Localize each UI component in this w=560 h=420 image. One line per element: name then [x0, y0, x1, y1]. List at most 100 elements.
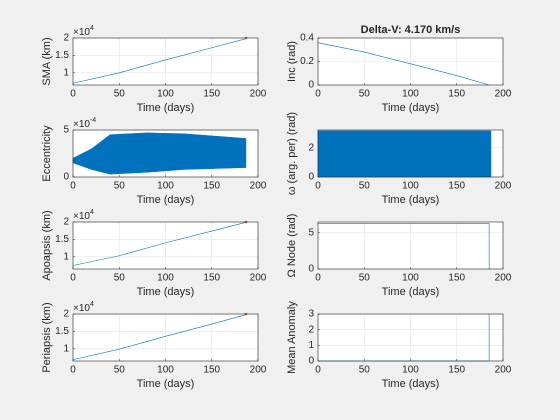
x-tick-label: 0 [315, 181, 321, 192]
subplot: 0 50 100 150 200 1 1.5 2 Time (days) Apoapsis (km… [41, 209, 267, 298]
x-axis-label: Time (days) [382, 378, 440, 390]
y-tick-label: 0.4 [300, 33, 314, 44]
exponent-base: ×10 [73, 303, 90, 314]
x-tick-label: 150 [203, 365, 220, 376]
y-tick-label: 1.5 [55, 50, 69, 61]
x-tick-label: 200 [250, 89, 267, 100]
y-exponent: ×10-4 [73, 117, 96, 130]
x-tick-label: 100 [402, 89, 419, 100]
y-exponent: ×104 [73, 301, 94, 314]
y-tick-label: 2 [63, 33, 69, 44]
x-tick-label: 100 [402, 181, 419, 192]
x-tick-label: 200 [250, 365, 267, 376]
y-tick-label: 2 [63, 217, 69, 228]
y-tick-label: 5 [63, 125, 69, 136]
x-axis-label: Time (days) [137, 286, 195, 298]
exponent-base: ×10 [73, 119, 90, 130]
x-tick-label: 200 [495, 273, 512, 284]
y-tick-label: 0 [63, 172, 69, 183]
x-tick-label: 50 [359, 89, 371, 100]
x-tick-label: 100 [402, 365, 419, 376]
y-exponent: ×104 [73, 25, 94, 38]
y-tick-label: 5 [308, 227, 314, 238]
x-tick-label: 50 [114, 89, 126, 100]
y-tick-label: 1 [63, 343, 69, 354]
x-axis-label: Time (days) [137, 378, 195, 390]
y-tick-label: 2 [63, 309, 69, 320]
x-axis-label: Time (days) [137, 102, 195, 114]
subplot: 0 50 100 150 200 0 5 Time (days) Ω Node (rad) [286, 214, 512, 298]
y-tick-label: 1 [308, 340, 314, 351]
y-tick-label: 1.5 [55, 234, 69, 245]
exponent-power: 4 [90, 209, 94, 216]
subplot: 0 50 100 150 200 0 5 Time (days) Eccentricity ×10… [41, 117, 267, 206]
data-line [72, 222, 247, 266]
x-tick-label: 0 [70, 365, 76, 376]
x-tick-label: 50 [114, 365, 126, 376]
x-tick-label: 150 [448, 89, 465, 100]
x-axis-label: Time (days) [382, 286, 440, 298]
x-axis-label: Time (days) [137, 194, 195, 206]
x-tick-label: 0 [70, 89, 76, 100]
y-tick-label: 1.5 [55, 326, 69, 337]
x-tick-label: 50 [359, 181, 371, 192]
x-tick-label: 0 [315, 365, 321, 376]
x-tick-label: 50 [359, 365, 371, 376]
oscillation-band [72, 132, 247, 175]
y-axis-label: Apoapsis (km) [41, 210, 53, 280]
x-axis-label: Time (days) [382, 102, 440, 114]
y-tick-label: 0 [308, 80, 314, 91]
x-tick-label: 200 [495, 89, 512, 100]
y-axis-label: Mean Anomaly [286, 301, 298, 374]
y-axis-label: Ω Node (rad) [286, 214, 298, 278]
x-tick-label: 200 [250, 181, 267, 192]
y-tick-label: 0.2 [300, 56, 314, 67]
y-exponent: ×104 [73, 209, 94, 222]
axes-box [317, 37, 504, 86]
x-tick-label: 100 [157, 365, 174, 376]
y-tick-label: 1 [63, 251, 69, 262]
axes-box [317, 313, 504, 362]
x-tick-label: 100 [402, 273, 419, 284]
x-tick-label: 200 [495, 181, 512, 192]
exponent-power: -4 [90, 117, 96, 124]
axes-box [72, 129, 259, 178]
data-line [72, 38, 247, 84]
x-tick-label: 50 [114, 181, 126, 192]
x-tick-label: 0 [315, 273, 321, 284]
x-tick-label: 0 [315, 89, 321, 100]
data-line [317, 42, 490, 86]
y-axis-label: Periapsis (km) [41, 302, 53, 372]
exponent-base: ×10 [73, 211, 90, 222]
exponent-power: 4 [90, 25, 94, 32]
x-tick-label: 150 [448, 273, 465, 284]
x-tick-label: 0 [70, 181, 76, 192]
subplot: 0 50 100 150 200 1 1.5 2 Time (days) SMA (km) ×104 [41, 25, 267, 114]
subplot: 0 50 100 150 200 0 1 2 3 Time (days) Mean Anomaly [286, 301, 512, 390]
axes-box [72, 221, 259, 270]
y-tick-label: 0 [308, 356, 314, 367]
y-axis-label: Eccentricity [41, 125, 53, 182]
x-axis-label: Time (days) [382, 194, 440, 206]
y-tick-label: 3 [308, 309, 314, 320]
x-tick-label: 50 [359, 273, 371, 284]
x-tick-label: 150 [203, 89, 220, 100]
x-tick-label: 150 [203, 181, 220, 192]
oscillation-band [317, 130, 492, 178]
y-tick-label: 1 [63, 67, 69, 78]
y-tick-label: 0 [308, 172, 314, 183]
x-tick-label: 200 [495, 365, 512, 376]
x-tick-label: 100 [157, 181, 174, 192]
x-tick-label: 150 [203, 273, 220, 284]
x-tick-label: 200 [250, 273, 267, 284]
x-tick-label: 150 [448, 181, 465, 192]
exponent-base: ×10 [73, 27, 90, 38]
chart-title: Delta-V: 4.170 km/s [361, 24, 461, 36]
data-line [72, 314, 247, 360]
x-tick-label: 0 [70, 273, 76, 284]
x-tick-label: 100 [157, 89, 174, 100]
axes-box [72, 313, 259, 362]
exponent-power: 4 [90, 301, 94, 308]
axes-box [72, 37, 259, 86]
